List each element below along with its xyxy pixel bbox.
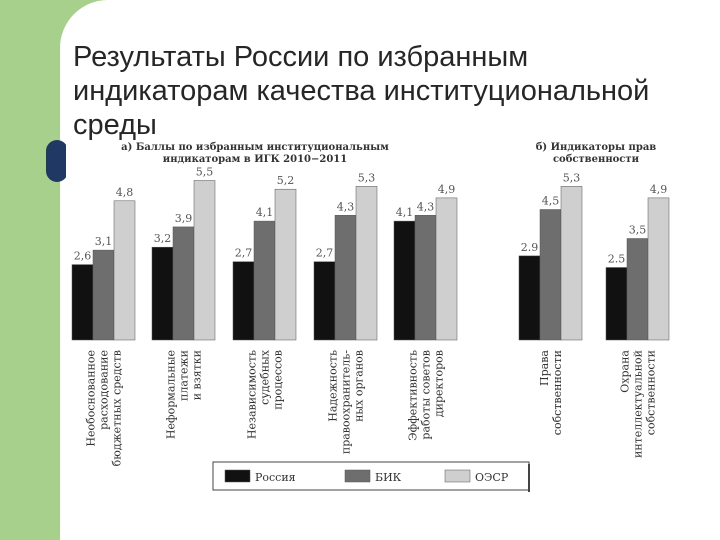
category-label-line: собственности <box>645 350 658 435</box>
data-label: 5,5 <box>196 166 214 179</box>
category-label-line: бюджетных средств <box>111 350 124 466</box>
bar-2-1 <box>539 209 562 341</box>
category-label: Неформальные платежи и взятки <box>165 350 204 439</box>
data-label: 4,8 <box>116 186 134 199</box>
category-label-line: Надежность <box>327 350 340 422</box>
category-label: Права собственности <box>538 350 564 436</box>
data-label: 4,9 <box>438 183 456 196</box>
category-label-line: процессов <box>272 350 285 410</box>
data-label: 2,7 <box>316 247 334 260</box>
category-label-line: платежи <box>178 350 191 401</box>
category-label-line: Эффективность <box>407 350 420 441</box>
data-label: 5,3 <box>358 171 376 184</box>
chart-title-line: собственности <box>553 154 640 165</box>
category-label-line: Необоснованное <box>85 350 98 447</box>
data-label: 2,7 <box>235 247 253 260</box>
legend-swatch <box>444 469 471 483</box>
bar-2-1 <box>92 249 115 341</box>
category-label-line: директоров <box>433 350 446 417</box>
bar-1-2 <box>605 267 628 341</box>
data-label: 5,2 <box>277 174 295 187</box>
data-label: 4,9 <box>650 183 668 196</box>
data-label: 2,6 <box>74 250 92 263</box>
data-label: 2.5 <box>608 253 626 266</box>
bar-2-2 <box>172 226 195 341</box>
data-label: 2.9 <box>521 241 539 254</box>
bar-3-1 <box>113 200 136 341</box>
data-label: 4,5 <box>542 195 560 208</box>
category-label-line: ных органов <box>353 350 366 422</box>
bar-1-3 <box>232 261 255 341</box>
bar-1-4 <box>313 261 336 341</box>
category-label-line: судебных <box>259 349 272 405</box>
data-label: 4,1 <box>256 206 274 219</box>
chart-a-institutional-indicators: а) Баллы по избранным институциональным и… <box>71 142 458 466</box>
data-label: 3,2 <box>154 232 172 245</box>
legend-swatch <box>224 469 251 483</box>
category-label-line: интеллектуальной <box>632 350 645 458</box>
chart-title-line: б) Индикаторы прав <box>536 142 657 153</box>
chart-title-line: индикаторам в ИГК 2010−2011 <box>163 154 347 165</box>
legend-swatch <box>344 469 371 483</box>
data-label: 3,5 <box>629 224 647 237</box>
legend-label: ОЭСР <box>475 471 509 484</box>
bar-1-1 <box>518 255 541 341</box>
data-label: 4,1 <box>396 206 414 219</box>
chart-title-line: а) Баллы по избранным институциональным <box>121 142 389 153</box>
category-label-line: работы советов <box>420 350 433 440</box>
category-label-line: расходование <box>98 350 111 430</box>
navy-accent-tab <box>46 140 68 182</box>
chart-title: б) Индикаторы прав собственности <box>536 142 657 165</box>
bar-1-1 <box>71 264 94 341</box>
slide-title: Результаты России по избранным индикатор… <box>73 41 650 141</box>
bar-2-4 <box>334 215 357 341</box>
bar-3-1 <box>560 186 583 341</box>
bar-3-5 <box>435 197 458 341</box>
category-label-line: собственности <box>551 350 564 435</box>
chart-b-property-rights: б) Индикаторы прав собственности2.94,55,3… <box>518 142 670 458</box>
data-label: 4,3 <box>417 200 435 213</box>
category-label: Эффективность работы советов директоров <box>407 350 446 441</box>
legend-label: Россия <box>255 471 296 484</box>
bar-2-3 <box>253 220 276 341</box>
data-label: 5,3 <box>563 171 581 184</box>
category-label-line: Независимость <box>246 350 259 439</box>
bar-3-3 <box>274 188 297 341</box>
chart-title: а) Баллы по избранным институциональным и… <box>121 142 389 165</box>
bar-3-4 <box>355 186 378 341</box>
legend-box <box>212 461 530 491</box>
chart-legend: Россия БИК ОЭСР <box>212 461 530 492</box>
category-label: Независимость судебных процессов <box>246 349 285 439</box>
category-label: Необоснованное расходование бюджетных сред… <box>85 350 124 466</box>
data-label: 3,9 <box>175 212 193 225</box>
category-label-line: Неформальные <box>165 350 178 439</box>
bar-1-5 <box>393 220 416 341</box>
category-label-line: правоохранитель- <box>340 350 353 454</box>
bar-3-2 <box>647 197 670 341</box>
background-green-strip <box>0 0 60 540</box>
legend-label: БИК <box>375 471 402 484</box>
category-label: Надежность правоохранитель-ных органов <box>327 350 366 454</box>
category-label-line: и взятки <box>191 350 204 400</box>
category-label: Охрана интеллектуальной собственности <box>619 350 658 458</box>
data-label: 4,3 <box>337 200 355 213</box>
bar-2-2 <box>626 238 649 341</box>
category-label-line: Права <box>538 350 551 386</box>
data-label: 3,1 <box>95 235 113 248</box>
bar-2-5 <box>414 215 437 341</box>
bar-1-2 <box>151 246 174 341</box>
category-label-line: Охрана <box>619 350 632 393</box>
bar-3-2 <box>193 180 216 341</box>
